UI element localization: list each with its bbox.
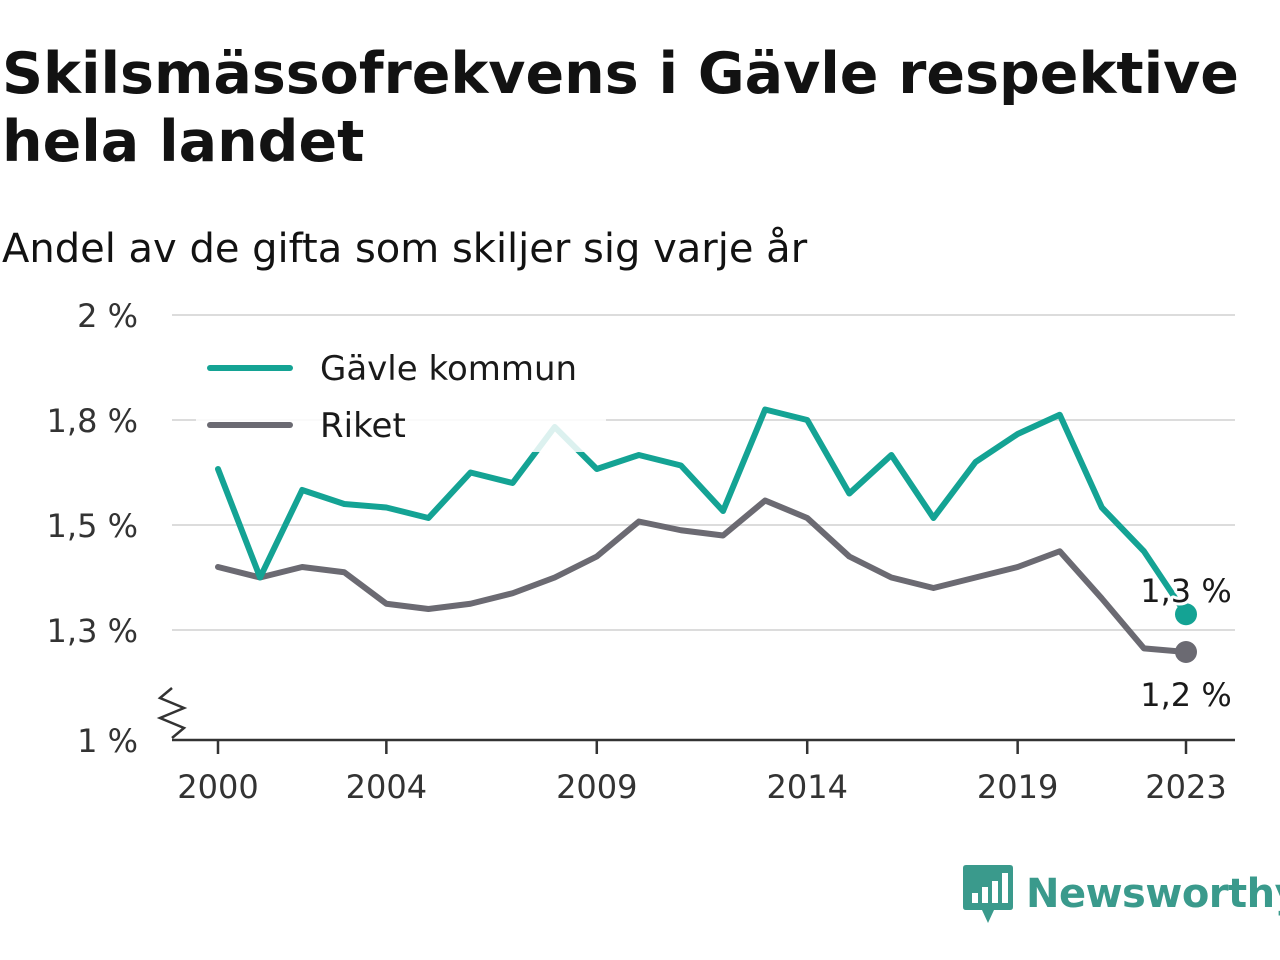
end-value-label: 1,3 % (1140, 572, 1231, 610)
x-tick-label: 2000 (177, 768, 258, 806)
series-group (215, 406, 1189, 655)
legend: Gävle kommun Riket (196, 342, 606, 452)
chart-subtitle: Andel av de gifta som skiljer sig varje … (2, 226, 808, 272)
brand-name: Newsworthy (1026, 871, 1280, 917)
newsworthy-logo-icon (963, 865, 1013, 923)
y-tick-label: 2 % (77, 297, 138, 335)
legend-background (196, 342, 606, 452)
y-tick-label: 1,5 % (47, 507, 138, 545)
y-tick-label: 1 % (77, 722, 138, 760)
y-tick-label: 1,8 % (47, 402, 138, 440)
brand-logo: Newsworthy (962, 862, 1280, 926)
end-value-label: 1,2 % (1140, 676, 1231, 714)
x-tick-label: 2023 (1145, 768, 1226, 806)
series-line (215, 406, 1189, 618)
x-tick-label: 2009 (556, 768, 637, 806)
series-line (215, 497, 1189, 655)
y-tick-label: 1,3 % (47, 612, 138, 650)
chart-title: Skilsmässofrekvens i Gävle respektive he… (2, 41, 1239, 175)
axis-break-icon (156, 687, 188, 739)
line-chart: 1 % 1,3 % 1,5 % 1,8 % 2 % 2000 2004 2009 2014 201… (47, 297, 1235, 806)
legend-label: Gävle kommun (320, 349, 577, 389)
end-point-marker (1175, 641, 1197, 663)
x-tick-label: 2014 (766, 768, 847, 806)
x-tick-label: 2019 (977, 768, 1058, 806)
end-point-marker (1175, 603, 1197, 626)
x-tick-label: 2004 (346, 768, 427, 806)
legend-label: Riket (320, 406, 406, 446)
